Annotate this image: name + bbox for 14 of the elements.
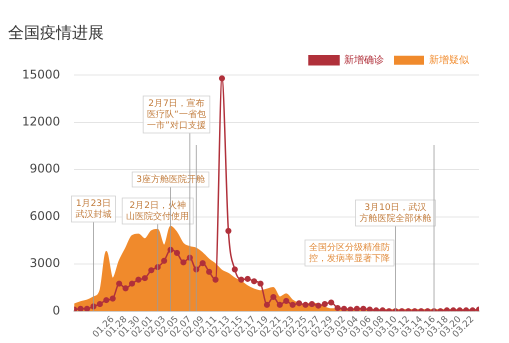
legend-label: 新增确诊 xyxy=(344,54,384,66)
ref-line-label: 1月23日武汉封城 xyxy=(75,198,112,220)
y-tick-label: 3000 xyxy=(30,256,60,270)
y-tick-label: 12000 xyxy=(22,114,60,129)
y-tick-label: 6000 xyxy=(30,208,60,223)
ref-line-label: 3月10日，武汉方舱医院全部休舱 xyxy=(359,202,432,224)
ref-line-label: 2月2日，火神山医院交付使用 xyxy=(126,200,190,222)
y-tick-label: 15000 xyxy=(22,67,60,82)
annotation: 全国分区分级精准防控，发病率显著下降 xyxy=(309,242,390,264)
ref-line-label: 2月7日，宣布医疗队“一省包一市”对口支援 xyxy=(147,98,206,131)
y-tick-label: 0 xyxy=(52,303,60,318)
y-tick-label: 9000 xyxy=(30,162,60,176)
chart-title: 全国疫情进展 xyxy=(8,22,104,42)
legend-label: 新增疑似 xyxy=(429,54,469,66)
